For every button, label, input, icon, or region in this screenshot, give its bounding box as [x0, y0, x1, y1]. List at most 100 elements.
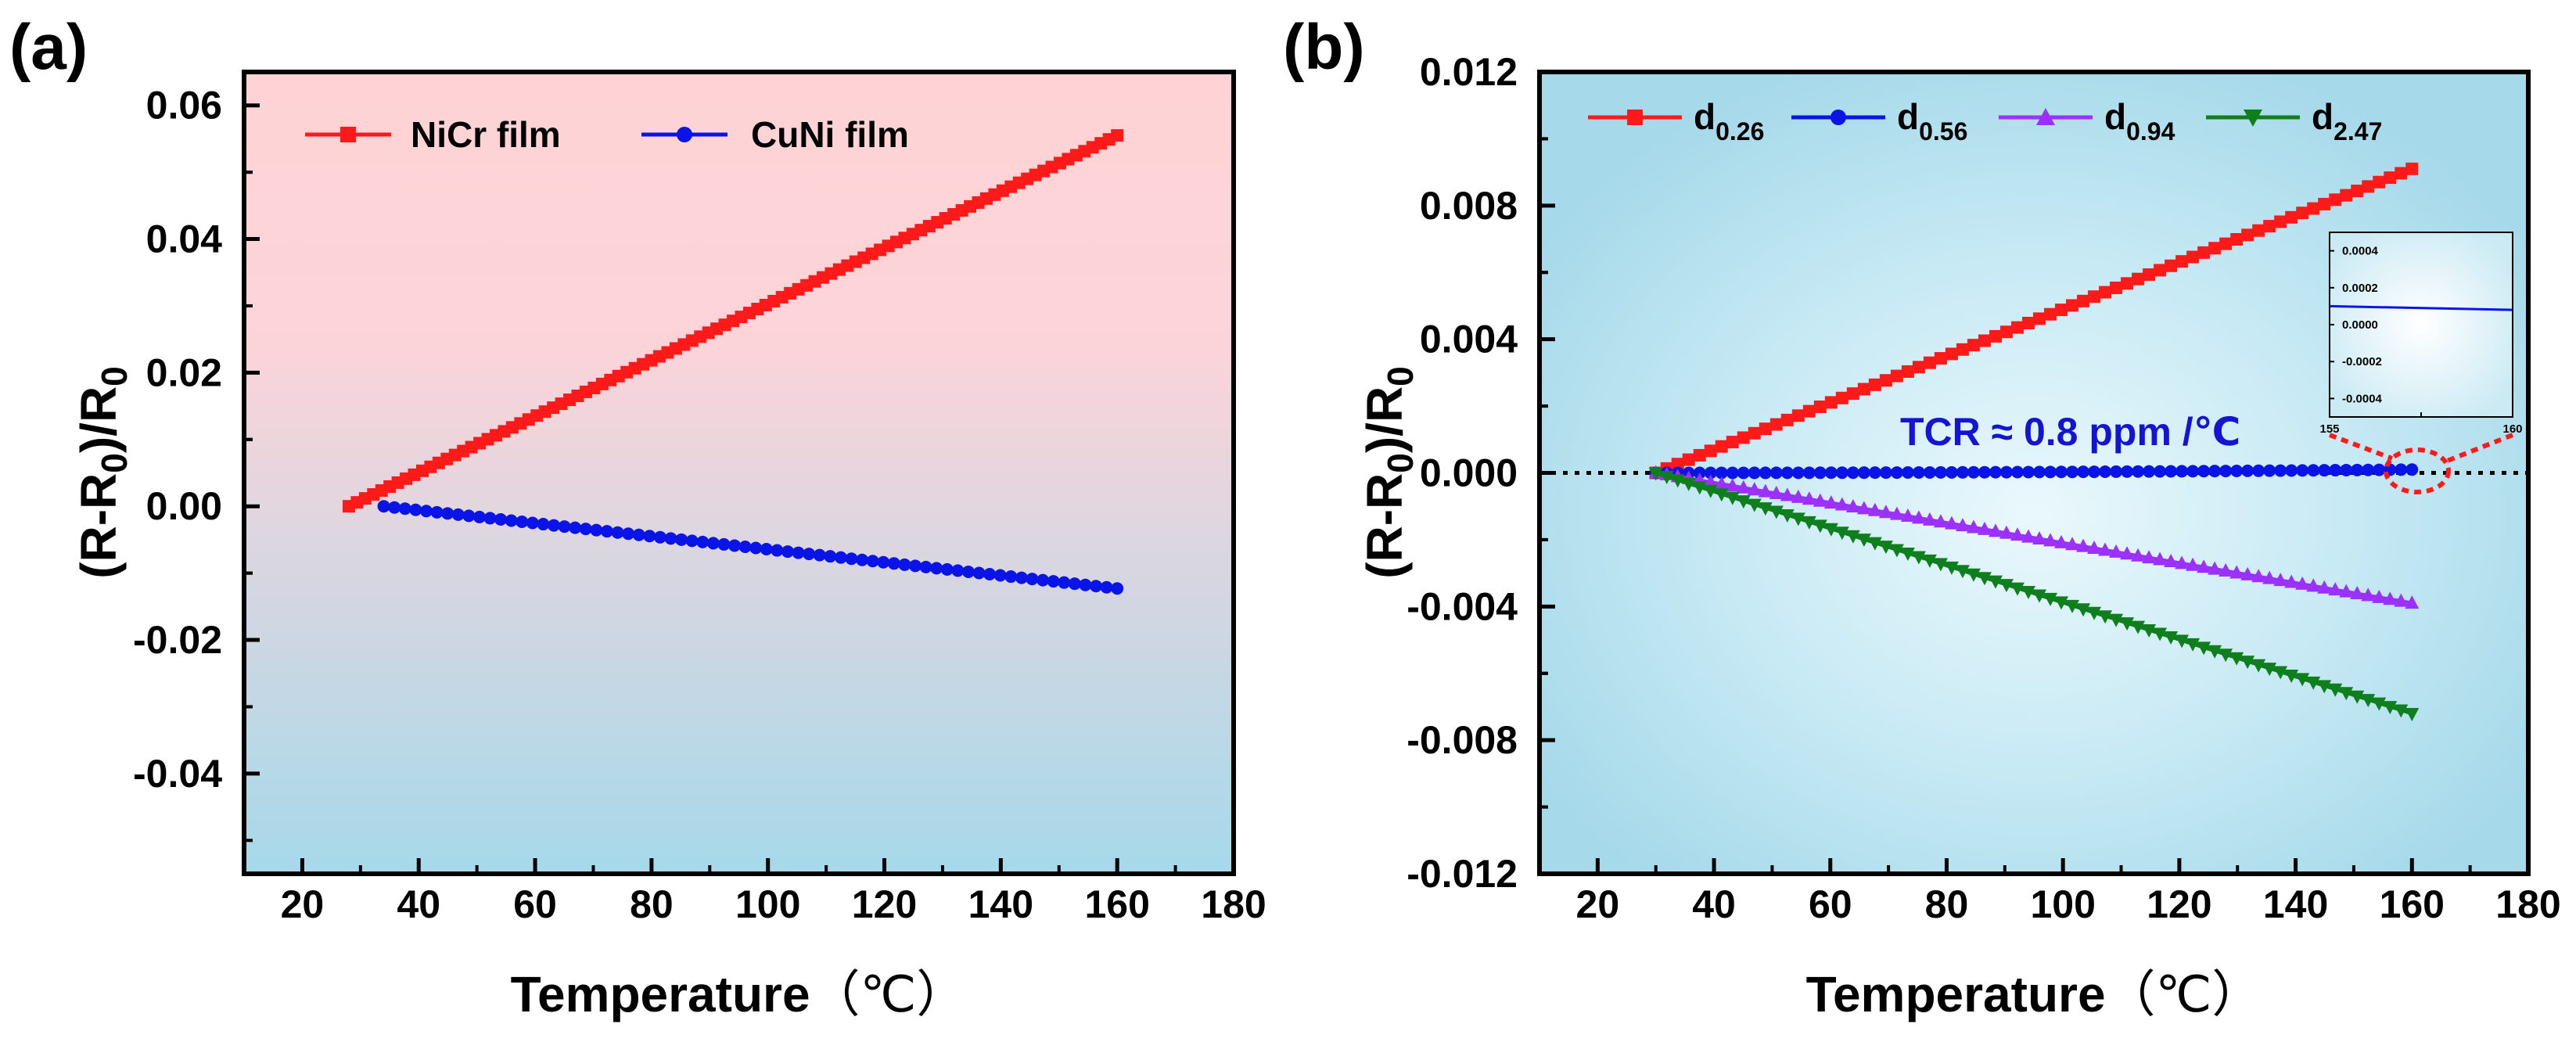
zoom-region-ellipse	[2384, 447, 2451, 494]
data-point	[1780, 466, 1794, 480]
data-point	[760, 543, 773, 556]
data-point	[2164, 631, 2179, 645]
data-point	[1944, 516, 1959, 530]
data-point	[409, 503, 422, 516]
data-point	[2229, 565, 2244, 579]
data-point	[1835, 466, 1848, 480]
data-point	[579, 523, 592, 536]
x-tick-label: 80	[1925, 882, 1969, 926]
data-point	[1978, 465, 1991, 479]
data-point	[2284, 669, 2299, 683]
data-point	[1715, 440, 1728, 453]
data-point	[1999, 525, 2014, 539]
data-point	[1977, 521, 1992, 535]
data-point	[1845, 530, 1860, 544]
data-point	[2328, 683, 2343, 697]
data-point	[2295, 673, 2310, 687]
data-point	[2339, 687, 2354, 701]
data-point	[2197, 641, 2211, 656]
y-tick-label: 0.004	[1420, 318, 1518, 361]
data-point	[2032, 589, 2047, 603]
y-tick-label: -0.004	[1407, 584, 1518, 628]
data-point	[813, 548, 826, 562]
data-point	[1967, 339, 1980, 352]
data-point	[2296, 207, 2309, 220]
data-point	[1834, 526, 1849, 541]
legend-label-d247: d2.47	[2312, 96, 2382, 146]
data-point	[1911, 510, 1926, 524]
data-point	[2076, 603, 2091, 617]
data-point	[1813, 466, 1827, 480]
data-point	[1726, 436, 1739, 449]
data-point	[1090, 580, 1102, 593]
data-point	[1824, 396, 1838, 409]
data-point	[1835, 391, 1848, 404]
data-point	[1955, 565, 1970, 579]
data-point	[2208, 465, 2222, 478]
data-point	[993, 569, 1007, 582]
data-point	[1704, 466, 1717, 480]
data-point	[2394, 704, 2409, 718]
data-point	[1725, 478, 1740, 492]
legend-marker-d056	[1831, 110, 1846, 125]
data-point	[2110, 465, 2123, 478]
data-point	[1759, 466, 1772, 480]
data-point	[1944, 561, 1959, 575]
series-d247	[1648, 467, 2420, 721]
data-point	[2109, 544, 2124, 558]
data-point	[2340, 189, 2353, 202]
inset-y-tick-label: 0.0000	[2342, 318, 2378, 332]
data-point	[2175, 555, 2190, 570]
data-point	[2219, 563, 2233, 577]
data-point	[2154, 264, 2167, 277]
data-point	[1714, 488, 1729, 502]
data-point	[1748, 426, 1761, 440]
data-point	[2263, 464, 2276, 477]
data-point	[2350, 585, 2365, 599]
data-point	[622, 527, 635, 541]
data-point	[2208, 645, 2222, 659]
legend-a: NiCr film CuNi film	[305, 114, 909, 155]
plot-frame-b	[1537, 70, 2531, 876]
data-point	[972, 566, 986, 580]
data-point	[2262, 570, 2277, 584]
data-point	[1846, 466, 1859, 480]
data-point	[537, 518, 550, 531]
data-point	[2229, 652, 2244, 666]
data-point	[2372, 589, 2387, 603]
data-point	[1047, 575, 1060, 588]
data-point	[845, 552, 858, 566]
data-point	[2251, 569, 2266, 583]
data-point	[2252, 464, 2265, 477]
x-tick-label: 180	[2495, 882, 2560, 926]
data-point	[1693, 448, 1706, 462]
data-point	[611, 526, 624, 539]
data-point	[2142, 550, 2157, 564]
data-point	[2099, 286, 2112, 299]
panel-b: 20 40 60 80 100 120 140 160 180 -0.012 -0.008 -0.00…	[1283, 12, 2561, 1022]
data-point	[1824, 466, 1838, 480]
data-point	[2142, 624, 2157, 638]
data-point	[2219, 649, 2233, 663]
data-point	[1989, 329, 2002, 343]
data-point	[1704, 444, 1717, 458]
data-point	[2395, 167, 2408, 180]
data-point	[2405, 595, 2420, 609]
data-point	[2132, 272, 2145, 286]
data-point	[2251, 659, 2266, 673]
x-tick-label: 60	[513, 882, 557, 926]
data-point	[1802, 516, 1816, 530]
data-point	[2240, 566, 2255, 580]
data-point	[2043, 533, 2058, 547]
data-point	[1769, 418, 1783, 431]
data-point	[803, 548, 816, 561]
data-point	[1791, 409, 1805, 422]
data-point	[2066, 299, 2079, 312]
data-point	[1703, 474, 1718, 488]
y-tick-label: -0.012	[1407, 852, 1518, 896]
data-point	[2186, 250, 2200, 264]
data-point	[2395, 463, 2408, 476]
x-tick-label: 20	[1576, 882, 1620, 926]
data-point	[2010, 527, 2025, 541]
data-point	[2373, 175, 2386, 189]
